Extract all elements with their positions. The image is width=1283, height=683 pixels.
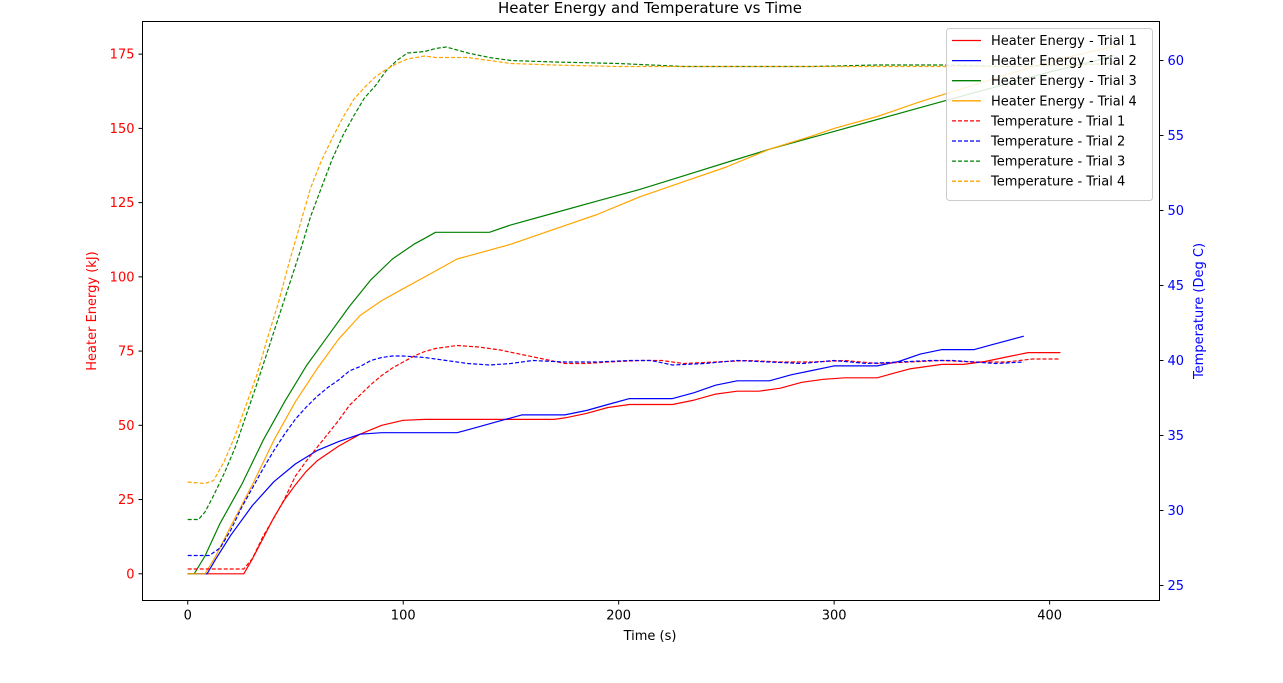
legend-label: Temperature - Trial 3 [990,155,1125,170]
y-left-axis-ticks: 0 25 50 75 100 125 150 175 [110,48,143,582]
x-axis-label: Time (s) [623,629,677,644]
series-line-heater-energy-trial-1 [187,352,1061,575]
y-right-tick-label: 30 [1168,504,1185,519]
legend-box [946,28,1153,201]
y-left-tick-label: 125 [110,196,135,211]
y-right-tick-label: 45 [1168,279,1185,294]
series-layer [187,44,1119,575]
y-right-tick-label: 35 [1168,429,1185,444]
legend-label: Heater Energy - Trial 1 [991,34,1137,49]
y-right-tick-label: 50 [1168,204,1185,219]
y-right-tick-label: 25 [1168,579,1185,594]
legend-label: Heater Energy - Trial 2 [991,54,1137,69]
legend-label: Temperature - Trial 1 [990,114,1125,129]
x-tick-label: 300 [822,609,847,624]
series-line-heater-energy-trial-2 [187,335,1024,575]
y-left-tick-label: 25 [118,493,135,508]
x-tick-label: 200 [606,609,631,624]
y-left-axis-label: Heater Energy (kJ) [85,251,100,370]
y-left-tick-label: 50 [118,419,135,434]
legend-label: Temperature - Trial 2 [990,135,1125,150]
y-right-tick-label: 40 [1168,354,1185,369]
legend-label: Heater Energy - Trial 3 [991,74,1137,89]
series-line-heater-energy-trial-4 [187,44,1119,575]
y-right-axis-ticks: 25 30 35 40 45 50 55 60 [1159,54,1185,594]
legend-items: Heater Energy - Trial 1 Heater Energy - T… [952,34,1137,190]
chart-title: Heater Energy and Temperature vs Time [498,0,802,17]
legend: Heater Energy - Trial 1 Heater Energy - T… [946,28,1153,201]
y-left-tick-label: 75 [118,345,135,360]
x-tick-label: 400 [1037,609,1062,624]
legend-label: Temperature - Trial 4 [990,175,1125,190]
x-tick-label: 0 [184,609,192,624]
y-right-tick-label: 60 [1168,54,1185,69]
y-left-tick-label: 175 [110,48,135,63]
series-line-heater-energy-trial-3 [187,55,1115,575]
series-line-temperature-trial-3 [187,46,1115,521]
x-tick-label: 100 [391,609,416,624]
y-right-tick-label: 55 [1168,129,1185,144]
y-right-axis-label: Temperature (Deg C) [1192,243,1207,380]
series-line-temperature-trial-4 [187,55,1119,485]
plot-frame [142,21,1160,601]
legend-label: Heater Energy - Trial 4 [991,94,1137,109]
y-left-tick-label: 0 [126,567,134,582]
series-line-temperature-trial-2 [187,355,1024,557]
x-axis-ticks: 0 100 200 300 400 [184,600,1062,624]
y-left-tick-label: 150 [110,122,135,137]
y-left-tick-label: 100 [110,270,135,285]
